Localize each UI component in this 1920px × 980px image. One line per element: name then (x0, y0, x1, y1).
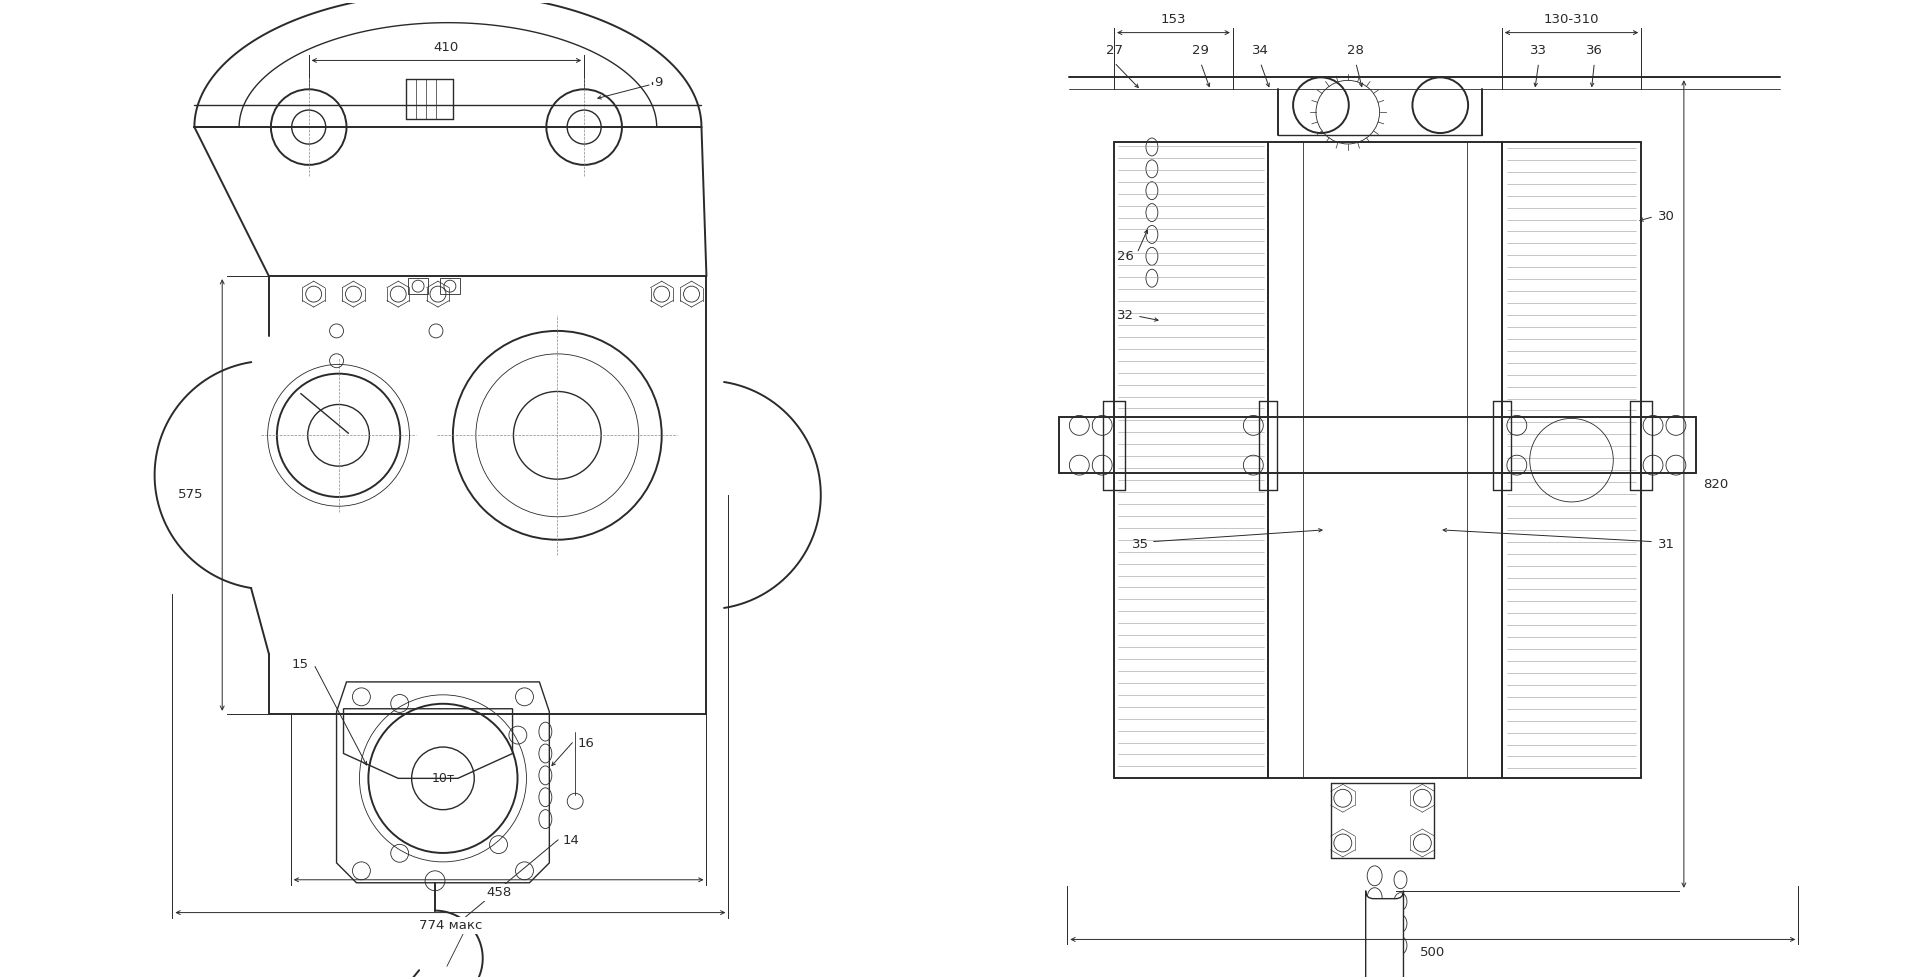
Text: 410: 410 (434, 41, 459, 54)
Text: 458: 458 (486, 886, 511, 900)
Text: 26: 26 (1117, 250, 1135, 263)
Text: 27: 27 (1106, 44, 1123, 58)
Text: 9: 9 (653, 75, 662, 89)
Text: 30: 30 (1659, 210, 1674, 223)
FancyBboxPatch shape (1365, 891, 1404, 980)
Text: 820: 820 (1703, 477, 1728, 491)
Text: 575: 575 (179, 488, 204, 502)
Bar (409, 278, 428, 294)
Text: 130-310: 130-310 (1544, 13, 1599, 26)
Text: 32: 32 (1117, 310, 1135, 322)
Bar (440, 278, 461, 294)
Text: 34: 34 (1252, 44, 1269, 58)
Text: 153: 153 (1162, 13, 1187, 26)
Text: 33: 33 (1530, 44, 1548, 58)
Text: 35: 35 (1133, 538, 1148, 551)
Text: 500: 500 (1421, 946, 1446, 958)
Text: 10т: 10т (432, 772, 455, 785)
Text: 28: 28 (1348, 44, 1365, 58)
Text: 29: 29 (1192, 44, 1210, 58)
Text: 15: 15 (292, 658, 309, 670)
Text: 31: 31 (1659, 538, 1674, 551)
Text: 774 макс: 774 макс (419, 919, 482, 932)
Text: 14: 14 (563, 834, 580, 847)
Text: 16: 16 (578, 737, 593, 750)
Text: 36: 36 (1586, 44, 1603, 58)
